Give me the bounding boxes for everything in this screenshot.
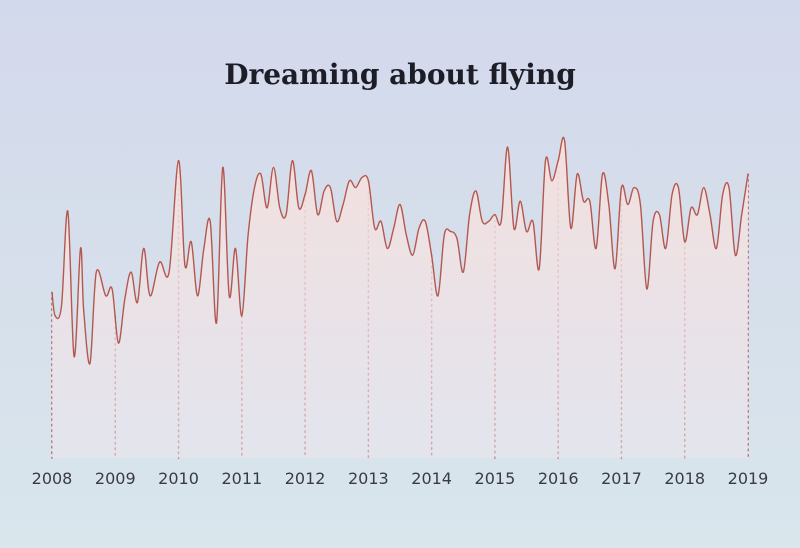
x-tick-label: 2015 bbox=[475, 469, 516, 488]
x-tick-label: 2017 bbox=[601, 469, 642, 488]
area-fill bbox=[52, 137, 748, 459]
x-tick-label: 2011 bbox=[221, 469, 262, 488]
chart-title: Dreaming about flying bbox=[224, 58, 576, 91]
series-line bbox=[51, 136, 749, 365]
x-tick-label: 2014 bbox=[411, 469, 452, 488]
x-tick-label: 2016 bbox=[538, 469, 579, 488]
x-tick-label: 2010 bbox=[158, 469, 199, 488]
x-tick-label: 2013 bbox=[348, 469, 389, 488]
x-tick-label: 2008 bbox=[32, 469, 73, 488]
x-axis-tick-labels: 2008 2009 2010 2011 2012 2013 2014 2015 2016 2017… bbox=[32, 469, 769, 488]
x-tick-label: 2012 bbox=[285, 469, 326, 488]
x-tick-label: 2018 bbox=[664, 469, 705, 488]
x-tick-label: 2019 bbox=[728, 469, 769, 488]
x-tick-label: 2009 bbox=[95, 469, 136, 488]
